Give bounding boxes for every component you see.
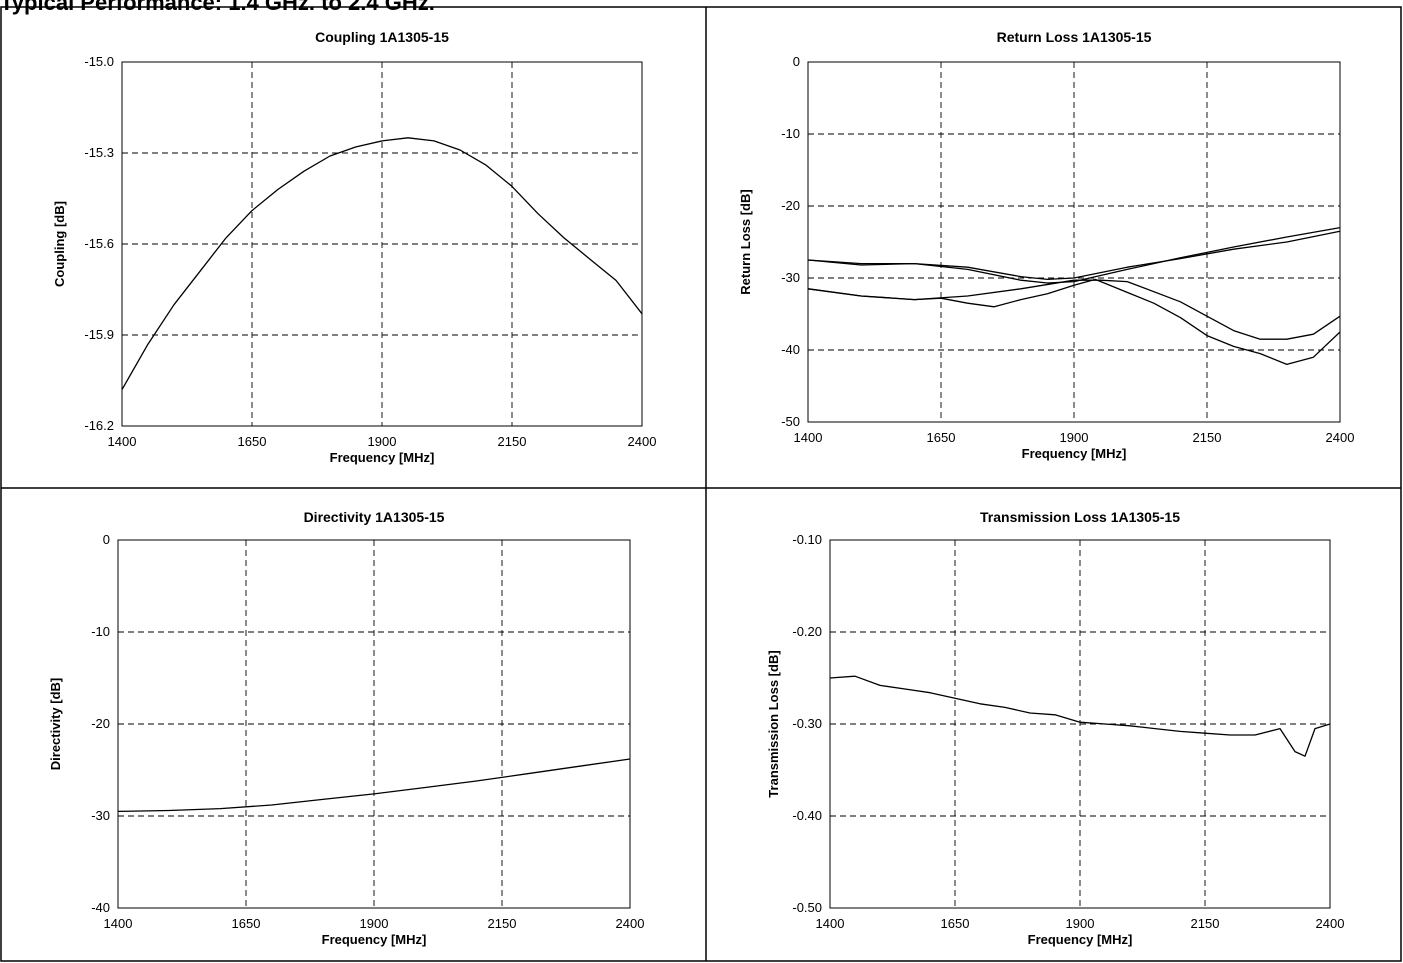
chart-title: Return Loss 1A1305-15 <box>997 29 1152 45</box>
y-tick-label: -15.3 <box>84 145 114 160</box>
x-tick-label: 1900 <box>1060 430 1089 445</box>
x-tick-label: 1650 <box>941 916 970 931</box>
y-tick-label: -0.20 <box>792 624 822 639</box>
x-axis-label: Frequency [MHz] <box>330 450 435 465</box>
panel-borders <box>0 6 1402 962</box>
x-tick-label: 2400 <box>1316 916 1345 931</box>
chart-title: Coupling 1A1305-15 <box>315 29 449 45</box>
y-axis-label: Transmission Loss [dB] <box>766 650 781 797</box>
y-tick-label: -30 <box>91 808 110 823</box>
y-tick-label: -30 <box>781 270 800 285</box>
x-tick-label: 1650 <box>927 430 956 445</box>
x-tick-label: 1400 <box>816 916 845 931</box>
x-tick-label: 2400 <box>1326 430 1355 445</box>
series-line-1 <box>121 137 643 390</box>
y-tick-label: -20 <box>91 716 110 731</box>
chart-title: Transmission Loss 1A1305-15 <box>980 509 1180 525</box>
x-tick-label: 1400 <box>794 430 823 445</box>
x-tick-label: 1650 <box>232 916 261 931</box>
y-tick-label: -0.40 <box>792 808 822 823</box>
x-tick-label: 1900 <box>360 916 389 931</box>
y-tick-label: -50 <box>781 414 800 429</box>
x-axis-label: Frequency [MHz] <box>1022 446 1127 461</box>
y-tick-label: -20 <box>781 198 800 213</box>
x-axis-label: Frequency [MHz] <box>322 932 427 947</box>
y-tick-label: -0.30 <box>792 716 822 731</box>
y-axis-label: Return Loss [dB] <box>738 189 753 294</box>
y-tick-label: -10 <box>781 126 800 141</box>
y-tick-label: -16.2 <box>84 418 114 433</box>
plot-frame <box>121 61 643 427</box>
y-tick-label: -0.50 <box>792 900 822 915</box>
x-tick-label: 2150 <box>488 916 517 931</box>
series-line-4 <box>807 279 1341 340</box>
chart-directivity: 1400 1650 1900 2150 2400 0 -10 -20 -30 -40 Directi… <box>48 509 644 947</box>
chart-return-loss: 1400 1650 1900 2150 2400 0 -10 -20 -30 -40 -50 Retu… <box>738 29 1354 461</box>
x-tick-label: 1650 <box>238 434 267 449</box>
x-tick-label: 1400 <box>108 434 137 449</box>
y-tick-label: -40 <box>91 900 110 915</box>
y-tick-label: 0 <box>793 54 800 69</box>
y-axis-label: Coupling [dB] <box>52 201 67 287</box>
y-tick-label: -15.6 <box>84 236 114 251</box>
plot-frame <box>117 539 631 909</box>
y-tick-label: -15.9 <box>84 327 114 342</box>
y-axis-label: Directivity [dB] <box>48 678 63 770</box>
x-tick-label: 2150 <box>1191 916 1220 931</box>
y-tick-label: -40 <box>781 342 800 357</box>
y-tick-label: -15.0 <box>84 54 114 69</box>
x-tick-label: 1900 <box>368 434 397 449</box>
y-tick-label: -10 <box>91 624 110 639</box>
x-tick-label: 2400 <box>616 916 645 931</box>
x-tick-label: 1900 <box>1066 916 1095 931</box>
y-tick-label: 0 <box>103 532 110 547</box>
x-axis-label: Frequency [MHz] <box>1028 932 1133 947</box>
chart-title: Directivity 1A1305-15 <box>304 509 445 525</box>
panel-border-outer <box>0 6 1402 962</box>
x-tick-label: 1400 <box>104 916 133 931</box>
y-tick-label: -0.10 <box>792 532 822 547</box>
x-tick-label: 2150 <box>1193 430 1222 445</box>
series-line-1 <box>117 758 631 813</box>
x-tick-label: 2150 <box>498 434 527 449</box>
series-line-1 <box>829 675 1331 757</box>
chart-transmission-loss: 1400 1650 1900 2150 2400 -0.10 -0.20 -0.30 -0.40… <box>766 509 1344 947</box>
plot-frame <box>807 61 1341 423</box>
x-tick-label: 2400 <box>628 434 657 449</box>
chart-coupling: 1400 1650 1900 2150 2400 -15.0 -15.3 -15.6 -15.9… <box>52 29 656 465</box>
